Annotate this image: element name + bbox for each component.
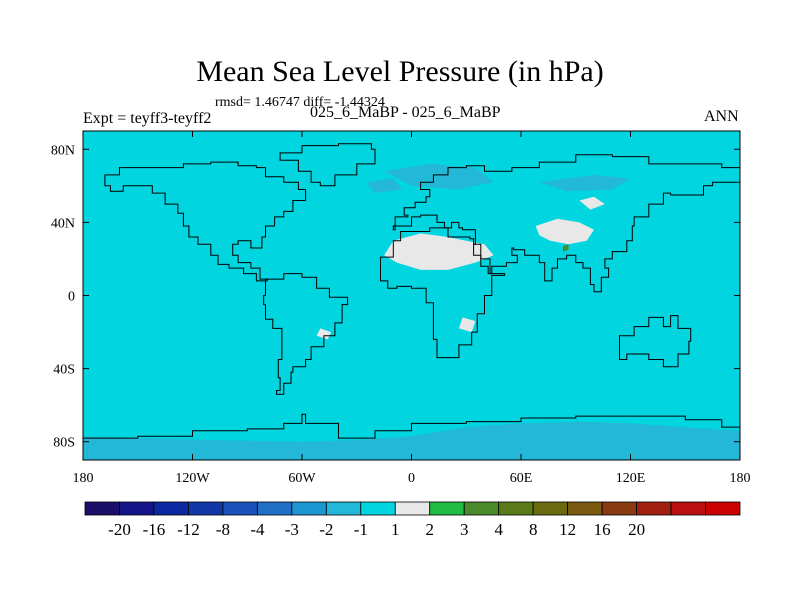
field-patch-sahara xyxy=(384,233,494,270)
colorbar-label: -20 xyxy=(108,520,131,539)
x-tick-label: 60W xyxy=(288,471,316,486)
field-patch-siberia xyxy=(539,174,631,192)
contour-layer xyxy=(83,163,740,460)
continent-north-america xyxy=(104,161,307,282)
field-background xyxy=(83,131,740,460)
y-tick-label: 40N xyxy=(51,216,75,231)
x-tick-label: 180 xyxy=(730,471,751,486)
x-tick-label: 120W xyxy=(175,471,210,486)
x-tick-label: 180 xyxy=(73,471,94,486)
continent-australia xyxy=(619,315,692,368)
colorbar-label: 12 xyxy=(559,520,576,539)
y-tick-label: 80S xyxy=(53,436,75,451)
colorbar-label: 2 xyxy=(425,520,434,539)
field-patch-mongolia xyxy=(579,196,605,210)
colorbar-swatch xyxy=(256,501,293,516)
continent-greenland xyxy=(279,143,376,187)
colorbar-swatch xyxy=(670,501,706,516)
season-label: ANN xyxy=(704,108,739,125)
colorbar-swatch xyxy=(532,501,569,516)
colorbar-swatch xyxy=(498,501,534,516)
colorbar-swatch xyxy=(567,501,603,516)
x-tick-label: 60E xyxy=(510,471,533,486)
continent-outlines xyxy=(82,143,741,461)
experiment-label: Expt = teyff3-teyff2 xyxy=(83,110,212,127)
colorbar-swatch xyxy=(325,501,362,516)
colorbar-label: 20 xyxy=(628,520,645,539)
x-tick-label: 120E xyxy=(616,471,646,486)
colorbar-swatch xyxy=(705,501,741,516)
continent-south-america xyxy=(263,273,349,395)
y-tick-label: 40S xyxy=(53,363,75,378)
field-patch-tibet xyxy=(535,218,594,245)
colorbar-label: -12 xyxy=(177,520,200,539)
colorbar-swatch xyxy=(636,501,672,516)
colorbar-label: 3 xyxy=(460,520,469,539)
y-tick-label: 0 xyxy=(68,290,75,305)
colorbar-swatch xyxy=(119,501,155,516)
colorbar-swatch xyxy=(601,501,637,516)
colorbar-swatch xyxy=(360,501,396,516)
colorbar-label: 1 xyxy=(391,520,400,539)
colorbar-label: -2 xyxy=(319,520,333,539)
chart-title: Mean Sea Level Pressure (in hPa) xyxy=(196,55,604,88)
colorbar-label: -1 xyxy=(354,520,368,539)
colorbar-label: -4 xyxy=(250,520,265,539)
y-tick-label: 80N xyxy=(51,143,75,158)
field-patch-himalaya xyxy=(563,244,569,252)
colorbar-label: -3 xyxy=(285,520,299,539)
colorbar-swatch xyxy=(222,501,258,516)
colorbar-swatch xyxy=(188,501,224,516)
x-tick-label: 0 xyxy=(408,471,415,486)
field-patch-antarctic xyxy=(83,421,740,460)
colorbar: -20 -16 -12 -8 -4 -3 -2 -1 1 2 3 4 8 12 16 20 xyxy=(84,501,741,539)
axes: 180 120W 60W 0 60E 120E 180 80N 40N 0 40S 80S xyxy=(51,131,751,486)
colorbar-swatch xyxy=(394,501,431,516)
field-patch-north-atlantic xyxy=(384,163,494,190)
stats-label: rmsd= 1.46747 diff= -1.44324 xyxy=(215,95,385,110)
continent-antarctica xyxy=(82,413,741,461)
colorbar-swatch xyxy=(84,501,120,516)
continent-africa xyxy=(380,227,506,359)
field-patch-brazil xyxy=(316,328,332,340)
field-patch-southern-africa xyxy=(458,317,476,333)
colorbar-swatch xyxy=(291,501,327,516)
colorbar-label: -8 xyxy=(216,520,230,539)
colorbar-label: -16 xyxy=(143,520,166,539)
field-patch-atlantic-small xyxy=(365,178,403,194)
case-label: 025_6_MaBP - 025_6_MaBP xyxy=(310,104,501,121)
colorbar-label: 16 xyxy=(594,520,611,539)
colorbar-swatch xyxy=(429,501,465,516)
colorbar-swatch xyxy=(153,501,189,516)
continent-eurasia xyxy=(392,154,741,293)
colorbar-label: 4 xyxy=(494,520,503,539)
colorbar-label: 8 xyxy=(529,520,538,539)
colorbar-swatch xyxy=(463,501,500,516)
